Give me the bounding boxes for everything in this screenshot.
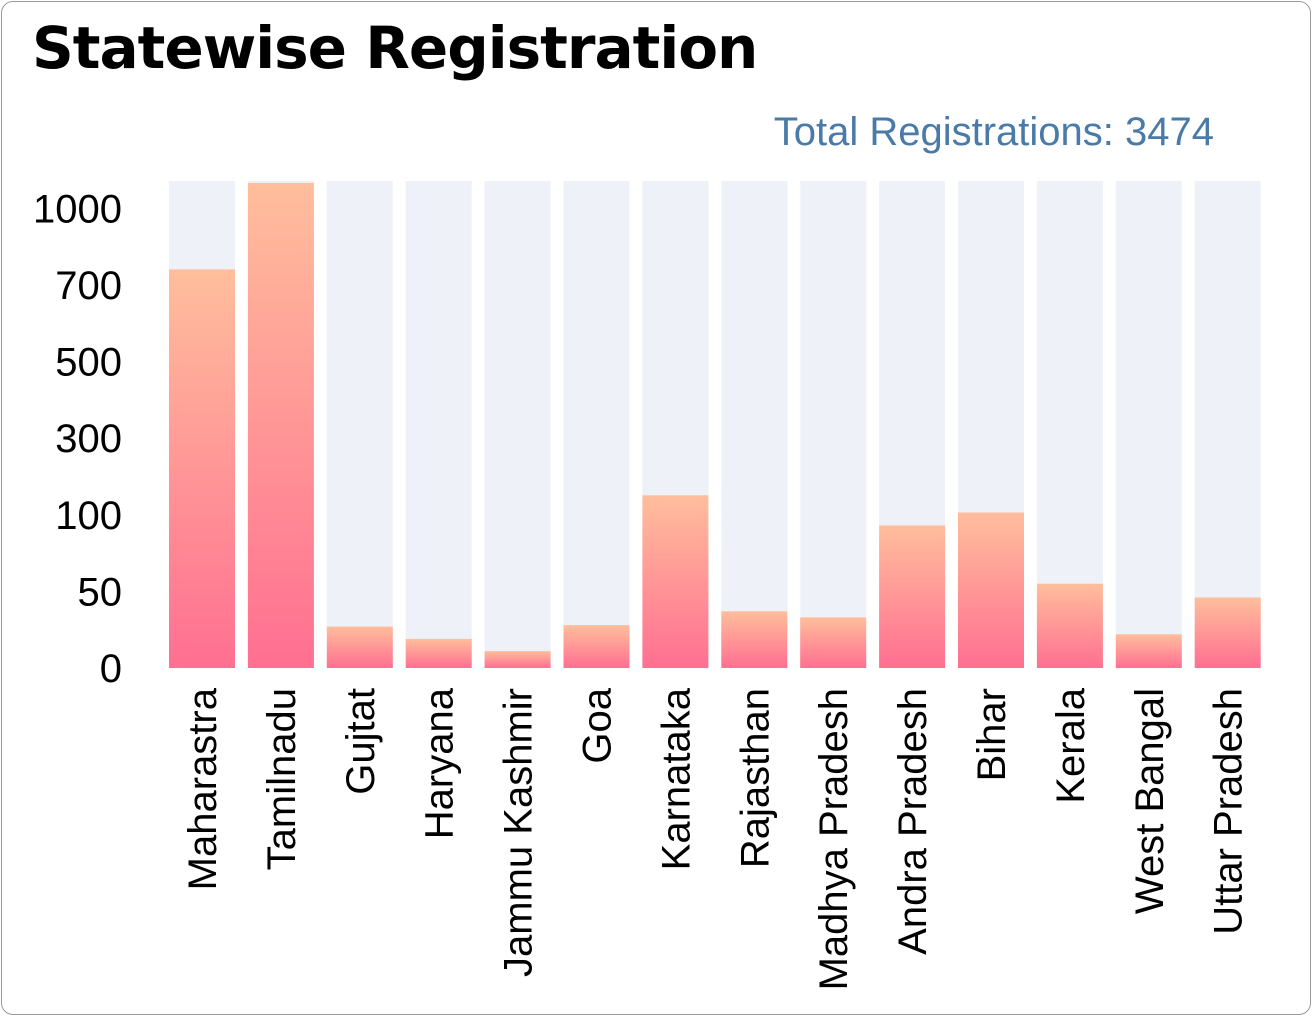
y-tick-label: 700 — [55, 264, 122, 308]
bar-track — [405, 181, 472, 668]
bar[interactable] — [800, 617, 867, 668]
bar-track — [563, 181, 630, 668]
bar[interactable] — [642, 495, 709, 668]
x-tick-label: Andra Pradesh — [891, 688, 935, 955]
y-tick-label: 300 — [55, 417, 122, 461]
bar-track — [484, 181, 551, 668]
x-tick-label: Goa — [576, 687, 620, 763]
x-tick-label: Maharastra — [181, 687, 225, 890]
y-tick-label: 0 — [100, 647, 122, 691]
x-tick-label: Rajasthan — [733, 688, 777, 868]
bar-track — [1194, 181, 1261, 668]
y-tick-label: 500 — [55, 341, 122, 385]
bar[interactable] — [721, 611, 788, 668]
bar[interactable] — [1194, 597, 1261, 669]
y-tick-label: 100 — [55, 494, 122, 538]
x-tick-label: West Bangal — [1128, 688, 1172, 914]
bar[interactable] — [958, 512, 1024, 669]
bar-track — [800, 181, 867, 668]
chart-title: Statewise Registration — [32, 14, 758, 82]
x-tick-label: Haryana — [418, 687, 462, 839]
x-tick-label: Madhya Pradesh — [812, 688, 856, 990]
x-tick-label: Karnataka — [654, 687, 698, 870]
bar[interactable] — [405, 638, 472, 668]
bar[interactable] — [563, 625, 630, 668]
bar[interactable] — [1115, 634, 1182, 668]
bar[interactable] — [247, 182, 314, 668]
total-registrations: Total Registrations: 3474 — [773, 110, 1214, 154]
bar-track — [721, 181, 788, 668]
bar[interactable] — [169, 269, 235, 668]
bar[interactable] — [1036, 583, 1103, 668]
x-tick-label: Tamilnadu — [260, 688, 304, 870]
y-tick-label: 1000 — [33, 187, 122, 231]
bar[interactable] — [326, 626, 393, 668]
x-tick-label: Jammu Kashmir — [497, 688, 541, 977]
y-tick-label: 50 — [78, 570, 123, 614]
y-axis-ticks: 0 50 100 300 500 700 1000 — [33, 187, 122, 691]
x-tick-label: Bihar — [970, 688, 1014, 781]
x-axis-ticks: Maharastra Tamilnadu Gujtat Haryana Jammu Ka… — [181, 687, 1251, 990]
bar-track — [326, 181, 393, 668]
bar-track — [1115, 181, 1182, 668]
bars — [169, 182, 1261, 669]
x-tick-label: Kerala — [1049, 687, 1093, 803]
bar[interactable] — [484, 651, 551, 668]
bar[interactable] — [879, 525, 946, 669]
x-tick-label: Gujtat — [339, 688, 383, 795]
x-tick-label: Uttar Pradesh — [1207, 688, 1251, 935]
